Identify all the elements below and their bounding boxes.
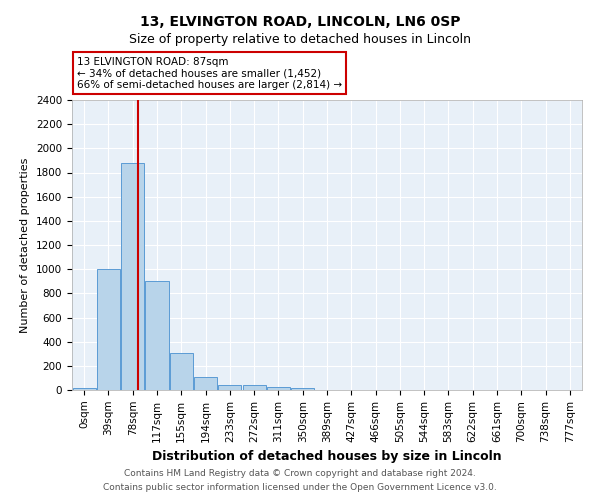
- Y-axis label: Number of detached properties: Number of detached properties: [20, 158, 31, 332]
- Bar: [145, 281, 169, 390]
- Bar: [73, 388, 95, 390]
- Bar: [242, 385, 266, 390]
- Text: Size of property relative to detached houses in Lincoln: Size of property relative to detached ho…: [129, 32, 471, 46]
- Text: Contains public sector information licensed under the Open Government Licence v3: Contains public sector information licen…: [103, 484, 497, 492]
- Bar: [170, 352, 193, 390]
- Bar: [121, 163, 144, 390]
- Bar: [291, 388, 314, 390]
- Text: 13 ELVINGTON ROAD: 87sqm
← 34% of detached houses are smaller (1,452)
66% of sem: 13 ELVINGTON ROAD: 87sqm ← 34% of detach…: [77, 56, 342, 90]
- Bar: [267, 387, 290, 390]
- X-axis label: Distribution of detached houses by size in Lincoln: Distribution of detached houses by size …: [152, 450, 502, 463]
- Bar: [97, 269, 120, 390]
- Bar: [194, 376, 217, 390]
- Text: 13, ELVINGTON ROAD, LINCOLN, LN6 0SP: 13, ELVINGTON ROAD, LINCOLN, LN6 0SP: [140, 15, 460, 29]
- Bar: [218, 384, 241, 390]
- Text: Contains HM Land Registry data © Crown copyright and database right 2024.: Contains HM Land Registry data © Crown c…: [124, 468, 476, 477]
